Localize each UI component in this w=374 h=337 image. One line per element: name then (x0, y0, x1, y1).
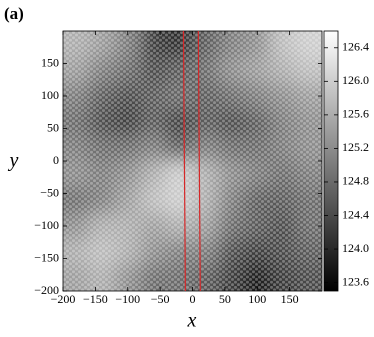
lattice-texture (63, 31, 322, 291)
y-tick-label: 0 (53, 153, 59, 167)
cut-line (182, 30, 186, 292)
x-tick-label: −100 (115, 292, 140, 306)
cut-line (197, 30, 201, 292)
colorbar-tick-label: 126.0 (342, 73, 369, 87)
x-tick-label: −50 (151, 292, 170, 306)
x-tick-label: 50 (219, 292, 231, 306)
y-tick-label: −100 (34, 218, 59, 232)
colorbar-tick-label: 123.6 (342, 274, 369, 288)
x-tick-label: 100 (248, 292, 266, 306)
panel-label: (a) (4, 4, 24, 23)
colorbar-tick-label: 125.6 (342, 107, 369, 121)
y-tick-label: −50 (40, 185, 59, 199)
y-tick-label: 50 (47, 120, 59, 134)
y-tick-label: 150 (41, 55, 59, 69)
x-tick-label: 150 (281, 292, 299, 306)
colorbar-tick-label: 126.4 (342, 40, 369, 54)
colorbar-tick-label: 124.8 (342, 174, 369, 188)
colorbar-tick-label: 124.4 (342, 207, 369, 221)
x-tick-label: −200 (51, 292, 76, 306)
y-tick-label: −150 (34, 250, 59, 264)
x-axis-label: x (187, 310, 197, 332)
colorbar-tick-label: 124.0 (342, 241, 369, 255)
colorbar-tick-label: 125.2 (342, 140, 369, 154)
y-tick-label: 100 (41, 88, 59, 102)
colorbar (323, 30, 339, 292)
x-tick-label: −150 (83, 292, 108, 306)
y-tick-label: −200 (34, 283, 59, 297)
x-tick-label: 0 (190, 292, 196, 306)
y-axis-label: y (8, 150, 19, 172)
